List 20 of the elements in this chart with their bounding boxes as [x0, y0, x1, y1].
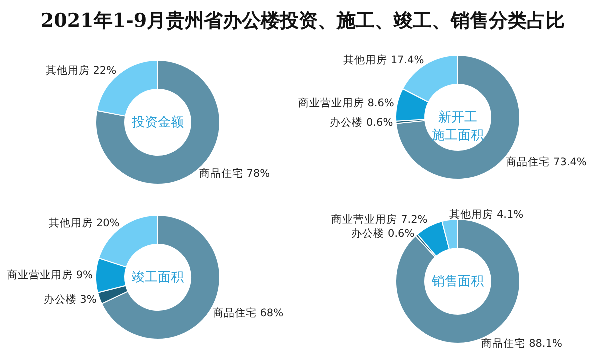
donut-slice	[96, 60, 220, 185]
chart-title: 2021年1-9月贵州省办公楼投资、施工、竣工、销售分类占比	[40, 9, 566, 34]
slice-label: 办公楼 3%	[44, 293, 97, 306]
slice-label: 其他用房 22%	[46, 64, 117, 77]
text: 销售面积	[431, 274, 484, 290]
slice-label: 其他用房 17.4%	[344, 53, 424, 66]
slice-label: 商品住宅 78%	[199, 167, 270, 180]
slice-label: 其他用房 20%	[49, 216, 120, 230]
slice-label: 办公楼 0.6%	[330, 116, 394, 129]
slice-label: 商业营业用房 9%	[7, 268, 94, 282]
slice-label: 办公楼 0.6%	[352, 226, 415, 240]
text: 投资金额	[131, 116, 184, 130]
slice-label: 商业营业用房 8.6%	[298, 96, 394, 110]
slice-label: 商品住宅 73.4%	[506, 155, 587, 168]
slice-label: 商品住宅 88.1%	[482, 336, 562, 350]
text: 竣工面积	[132, 270, 184, 286]
slice-label: 其他用房 4.1%	[450, 208, 524, 222]
text: 新开工施工面积	[432, 110, 484, 144]
slice-label: 商品住宅 68%	[212, 306, 284, 320]
slice-label: 商业营业用房 7.2%	[332, 212, 428, 226]
